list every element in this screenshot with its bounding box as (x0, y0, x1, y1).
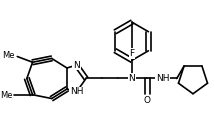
Text: F: F (129, 49, 134, 58)
Text: Me: Me (0, 91, 13, 100)
Text: NH: NH (156, 74, 169, 83)
Text: N: N (128, 74, 135, 83)
Text: O: O (144, 96, 151, 105)
Text: Me: Me (2, 51, 14, 60)
Text: NH: NH (70, 87, 83, 96)
Text: N: N (73, 61, 80, 70)
